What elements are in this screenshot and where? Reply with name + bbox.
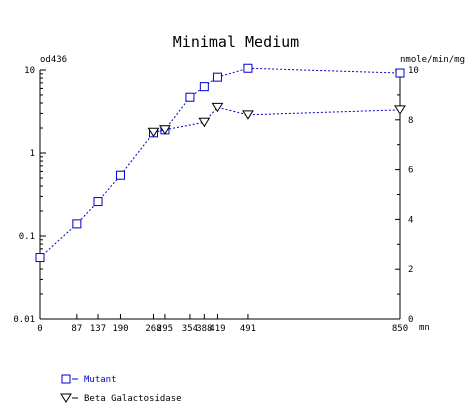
mutant-line (39, 67, 401, 258)
mutant-point (93, 197, 103, 207)
beta-galactosidase-point (394, 105, 406, 115)
beta-galactosidase-point (147, 127, 160, 138)
x-tick-label: 850 (392, 324, 408, 334)
left-tick-label: 10 (24, 66, 35, 76)
mutant-point (212, 72, 222, 82)
right-tick-label: 0 (408, 315, 413, 325)
beta-galactosidase-point (159, 125, 171, 135)
right-tick-label: 2 (408, 265, 413, 275)
left-tick-label: 0.01 (13, 315, 35, 325)
chart-title: Minimal Medium (173, 33, 299, 51)
left-tick-label: 0.1 (19, 232, 35, 242)
beta-galactosidase-line (153, 106, 401, 133)
x-axis-unit-label: mn (419, 323, 430, 333)
x-tick-label: 268 (145, 324, 161, 334)
x-tick-label: 0 (37, 324, 42, 334)
beta-galactosidase-point (211, 102, 224, 113)
legend-marker-beta-galactosidase (60, 393, 72, 403)
x-tick-label: 354 (182, 324, 198, 334)
x-tick-label: 491 (240, 324, 256, 334)
beta-galactosidase-point (198, 117, 211, 128)
beta-galactosidase-point (242, 110, 254, 120)
mutant-point (72, 219, 82, 229)
right-tick-label: 4 (408, 215, 413, 225)
right-tick-label: 8 (408, 116, 413, 126)
mutant-point (35, 253, 45, 263)
legend-label-beta-galactosidase: Beta Galactosidase (84, 394, 182, 404)
legend-label-mutant: Mutant (84, 375, 117, 385)
legend: Mutant Beta Galactosidase (60, 374, 182, 404)
x-tick-label: 295 (157, 324, 173, 334)
mutant-point (185, 92, 195, 102)
mutant-point (199, 82, 209, 92)
right-axis-label: nmole/min/mg (400, 55, 465, 65)
x-tick-label: 137 (90, 324, 106, 334)
series-layer (35, 63, 406, 263)
right-tick-label: 10 (408, 66, 419, 76)
mutant-point (115, 170, 125, 180)
left-axis-label: od436 (40, 55, 67, 65)
x-tick-label: 419 (209, 324, 225, 334)
mutant-point (395, 68, 405, 78)
x-tick-label: 388 (196, 324, 212, 334)
x-tick-label: 190 (112, 324, 128, 334)
legend-marker-mutant (61, 374, 71, 384)
left-tick-label: 1 (30, 149, 35, 159)
right-tick-label: 6 (408, 166, 413, 176)
mutant-point (243, 63, 253, 73)
x-tick-label: 87 (71, 324, 82, 334)
